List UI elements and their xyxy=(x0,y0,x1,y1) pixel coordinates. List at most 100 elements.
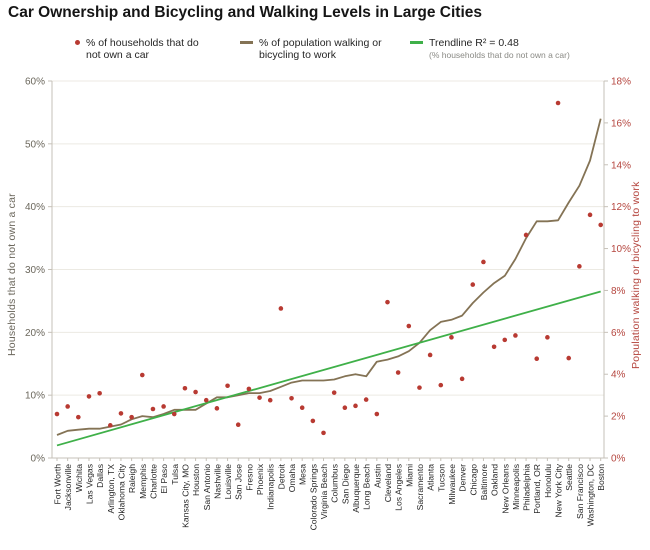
scatter-dot xyxy=(321,430,326,436)
scatter-dot xyxy=(598,222,603,228)
x-axis-city-label: Baltimore xyxy=(479,464,489,501)
scatter-dot xyxy=(406,323,412,329)
scatter-marker-icon xyxy=(75,40,80,45)
x-axis-city-label: Phoenix xyxy=(255,463,265,495)
left-axis-tick-label: 50% xyxy=(25,139,45,150)
scatter-dot xyxy=(427,352,433,358)
scatter-dot xyxy=(86,394,92,399)
scatter-dot xyxy=(310,418,316,424)
x-axis-city-label: Raleigh xyxy=(127,464,137,493)
scatter-dot xyxy=(193,389,198,395)
right-axis-tick-label: 2% xyxy=(611,412,626,423)
scatter-dot xyxy=(257,395,262,400)
x-axis-city-label: New Orleans xyxy=(500,464,510,514)
x-axis-city-label: Indianapolis xyxy=(266,464,276,510)
scatter-dot xyxy=(342,405,348,411)
x-axis-city-label: Virginia Beach xyxy=(319,464,329,519)
x-axis-city-label: Oakland xyxy=(490,464,500,496)
scatter-dot xyxy=(129,414,134,420)
x-axis-city-label: El Paso xyxy=(159,464,169,494)
scatter-dot xyxy=(54,411,60,417)
scatter-dot xyxy=(97,390,102,396)
scatter-dot xyxy=(161,404,166,409)
x-axis-city-label: Minneapolis xyxy=(511,464,521,510)
x-axis-city-label: Milwaukee xyxy=(447,464,457,505)
left-axis-tick-label: 30% xyxy=(25,265,45,276)
walkbike-line xyxy=(56,118,602,436)
x-axis-city-label: Seattle xyxy=(564,464,574,491)
right-axis-tick-label: 8% xyxy=(611,286,626,297)
scatter-dot xyxy=(577,264,582,269)
left-axis-tick-label: 20% xyxy=(25,328,45,339)
legend-label: % of population walking or bicycling to … xyxy=(259,37,382,61)
scatter-dot xyxy=(139,372,145,378)
chart-title: Car Ownership and Bicycling and Walking … xyxy=(8,4,483,21)
x-axis-city-label: Las Vegas xyxy=(84,464,94,504)
scatter-dot xyxy=(203,397,209,403)
scatter-dot xyxy=(150,406,156,412)
scatter-dot xyxy=(385,299,390,305)
scatter-dot xyxy=(214,406,220,411)
left-axis-tick-label: 10% xyxy=(25,391,45,402)
right-axis-tick-label: 6% xyxy=(611,328,626,339)
x-axis-city-label: Albuquerque xyxy=(351,464,361,513)
scatter-dot xyxy=(481,259,486,265)
scatter-dot xyxy=(363,397,369,402)
x-axis-city-label: San Jose xyxy=(234,464,244,500)
legend-sublabel: (% households that do not own a car) xyxy=(429,50,570,60)
x-axis-city-label: San Francisco xyxy=(575,464,585,519)
x-axis-city-label: Detroit xyxy=(276,463,286,489)
x-axis-city-label: Houston xyxy=(191,464,201,496)
line-marker-icon xyxy=(240,41,253,44)
right-axis-tick-label: 16% xyxy=(611,118,631,129)
x-axis-city-label: Fort Worth xyxy=(53,464,63,505)
legend-label: Trendline R² = 0.48 (% households that d… xyxy=(429,37,570,60)
x-axis-city-label: Mesa xyxy=(298,464,308,485)
x-axis-city-label: Cleveland xyxy=(383,464,393,502)
x-axis-city-label: Memphis xyxy=(138,464,148,499)
x-axis-city-label: Honolulu xyxy=(543,464,553,498)
legend-item-walkbike: % of population walking or bicycling to … xyxy=(240,37,382,61)
scatter-dot xyxy=(545,335,550,340)
x-axis-city-label: Austin xyxy=(372,464,382,488)
x-axis-city-label: Atlanta xyxy=(426,464,436,491)
x-axis-city-label: San Antonio xyxy=(202,464,212,511)
right-axis-tick-label: 0% xyxy=(611,454,626,465)
x-axis-city-label: Boston xyxy=(596,464,606,491)
x-axis-city-label: Omaha xyxy=(287,464,297,492)
scatter-dot xyxy=(65,404,70,409)
x-axis-city-label: Tulsa xyxy=(170,464,180,485)
left-axis-tick-label: 40% xyxy=(25,202,45,213)
x-axis-city-label: Wichita xyxy=(74,464,84,492)
x-axis-city-label: New York City xyxy=(554,463,564,517)
x-axis-city-label: Fresno xyxy=(244,464,254,491)
scatter-dot xyxy=(171,411,177,417)
scatter-dot xyxy=(566,355,572,361)
right-axis-tick-label: 10% xyxy=(611,244,631,255)
legend-item-trendline: Trendline R² = 0.48 (% households that d… xyxy=(410,37,570,61)
scatter-dot xyxy=(267,397,273,403)
scatter-dot xyxy=(108,423,113,428)
trendline-marker-icon xyxy=(410,41,423,44)
x-axis-city-label: Sacramento xyxy=(415,464,425,511)
scatter-dot xyxy=(331,390,337,395)
legend-item-households: % of households that do not own a car xyxy=(75,37,199,61)
scatter-dot xyxy=(374,411,380,417)
x-axis-city-label: San Diego xyxy=(340,464,350,504)
scatter-dot xyxy=(76,414,81,420)
scatter-dot xyxy=(395,370,401,375)
x-axis-city-label: Chicago xyxy=(468,464,478,496)
left-axis-tick-label: 60% xyxy=(25,77,45,88)
x-axis-city-label: Kansas City, MO xyxy=(180,464,190,528)
scatter-dot xyxy=(502,337,508,343)
x-axis-city-label: Colorado Springs xyxy=(308,464,318,530)
scatter-dot xyxy=(225,383,230,389)
scatter-dot xyxy=(235,422,241,427)
x-axis-city-label: Nashville xyxy=(212,464,222,499)
scatter-dot xyxy=(182,385,188,391)
scatter-dot xyxy=(289,396,294,401)
x-axis-city-label: Long Beach xyxy=(362,464,372,510)
scatter-dot xyxy=(118,411,124,416)
